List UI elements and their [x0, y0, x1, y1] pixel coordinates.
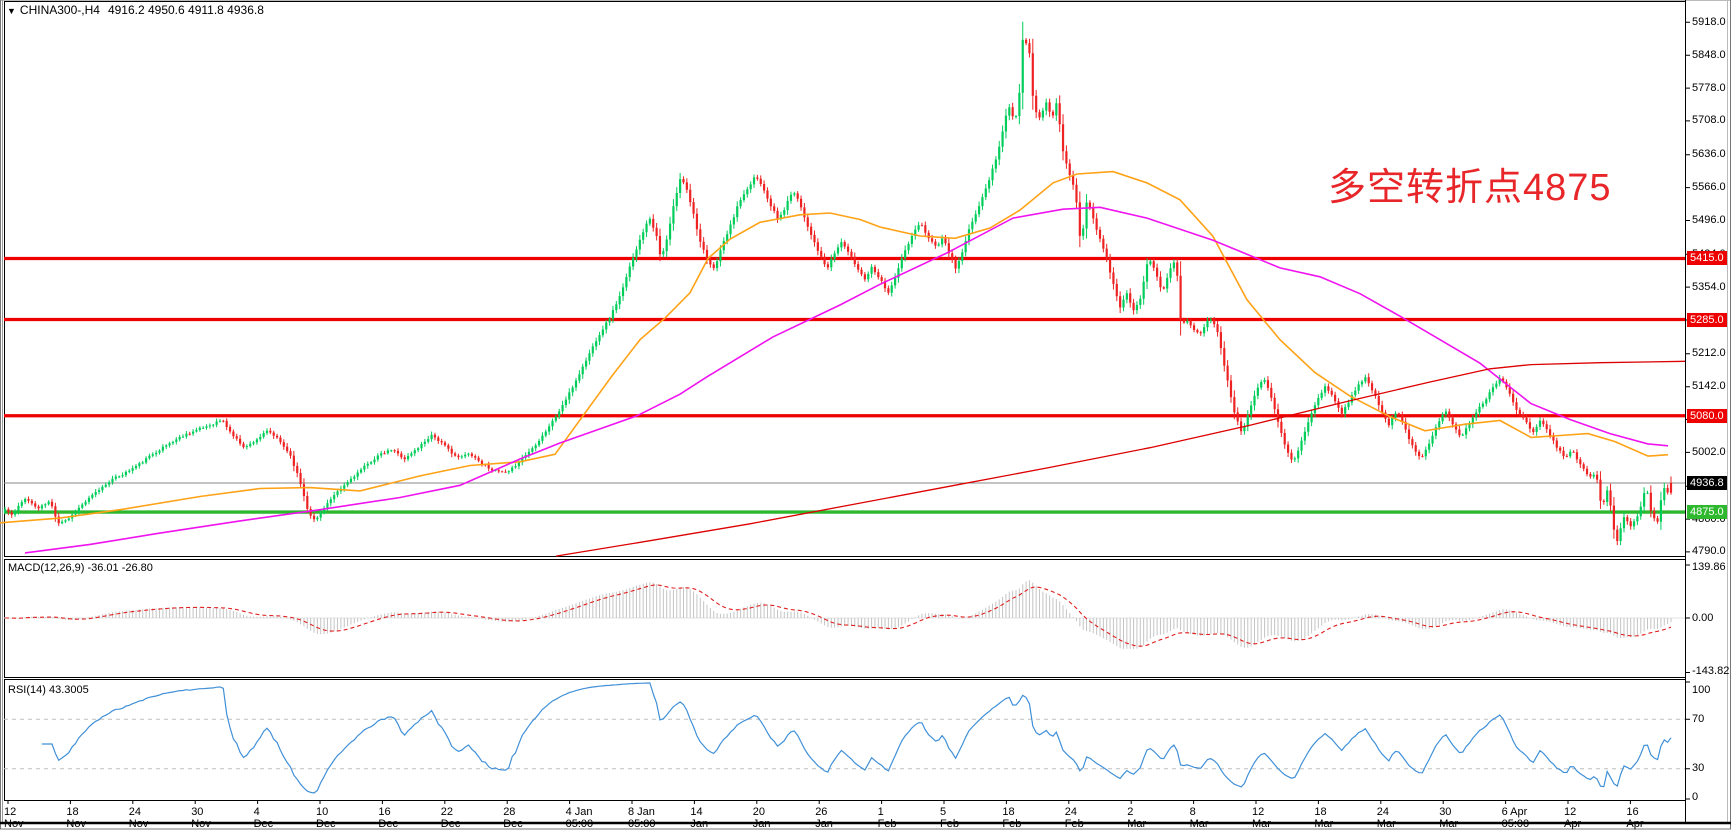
price-tick-label: 4790.0: [1692, 545, 1726, 558]
price-tick-label: 5636.0: [1692, 148, 1726, 161]
price-line-badge: 5285.0: [1687, 312, 1727, 327]
chart-title: ▼ CHINA300-,H4 4916.2 4950.6 4911.8 4936.8: [7, 3, 264, 17]
macd-tick-label: 139.86: [1692, 561, 1726, 573]
ohlc-values: 4916.2 4950.6 4911.8 4936.8: [107, 3, 264, 17]
price-tick-label: 5708.0: [1692, 114, 1726, 127]
time-tick-label: 24 Mar 05:00: [1376, 806, 1396, 830]
time-tick-label: 28 Dec 05:00: [503, 806, 523, 830]
time-tick-label: 20 Jan 05:00: [752, 806, 771, 830]
time-tick-label: 26 Jan 05:00: [815, 806, 833, 830]
rsi-tick-label: 70: [1692, 712, 1705, 725]
slow-ma-line: [555, 360, 1686, 557]
rsi-tick-label: 30: [1692, 762, 1705, 775]
current-price-badge: 4936.8: [1687, 476, 1727, 490]
time-tick-label: 4 Dec 05:00: [253, 806, 274, 830]
annotation-text[interactable]: 多空转折点4875: [1328, 167, 1612, 209]
time-tick-label: 14 Jan 05:00: [690, 806, 709, 830]
time-tick-label: 24 Feb 05:00: [1064, 806, 1084, 830]
time-tick-label: 16 Apr 05:00: [1626, 806, 1644, 830]
macd-tick-label: 0.00: [1692, 611, 1714, 624]
time-tick-label: 18 Nov 05:00: [66, 806, 86, 830]
time-tick-label: 18 Feb 05:00: [1002, 806, 1022, 830]
time-tick-label: 4 Jan 05:00: [565, 806, 594, 830]
price-line-badge: 4875.0: [1687, 505, 1727, 519]
time-tick-label: 30 Nov 05:00: [191, 806, 211, 830]
time-tick-label: 12 Mar 05:00: [1252, 806, 1271, 830]
time-tick-label: 18 Mar 05:00: [1314, 806, 1334, 830]
rsi-indicator-label: RSI(14) 43.3005: [8, 684, 89, 696]
rsi-line: [41, 682, 1672, 794]
macd-signal-line: [5, 584, 1672, 647]
time-tick-label: 30 Mar 05:00: [1439, 806, 1459, 830]
price-line-badge: 5080.0: [1687, 408, 1727, 423]
time-tick-label: 12 Nov 2020: [4, 806, 24, 830]
rsi-tick-label: 0: [1692, 791, 1699, 803]
time-tick-label: 5 Feb 05:00: [940, 806, 959, 830]
macd-indicator-label: MACD(12,26,9) -36.01 -26.80: [8, 562, 153, 574]
time-tick-label: 8 Mar 05:00: [1189, 806, 1209, 830]
price-tick-label: 5142.0: [1692, 380, 1726, 393]
macd-tick-label: -143.82: [1692, 665, 1730, 677]
price-tick-label: 5778.0: [1692, 81, 1726, 94]
time-tick-label: 24 Nov 05:00: [128, 806, 149, 830]
time-tick-label: 22 Dec 05:00: [440, 806, 461, 830]
time-tick-label: 12 Apr 05:00: [1564, 806, 1582, 830]
time-tick-label: 10 Dec 05:00: [316, 806, 336, 830]
price-tick-label: 5566.0: [1692, 181, 1726, 194]
price-tick-label: 5496.0: [1692, 213, 1726, 226]
time-tick-label: 16 Dec 05:00: [378, 806, 398, 830]
price-line-badge: 5415.0: [1687, 251, 1727, 266]
time-tick-label: 2 Mar 05:00: [1127, 806, 1147, 830]
fast-ma-line: [0, 170, 1669, 524]
price-tick-label: 5918.0: [1692, 15, 1726, 28]
price-tick-label: 5002.0: [1692, 445, 1726, 458]
price-tick-label: 5848.0: [1692, 48, 1726, 61]
symbol-timeframe-label: CHINA300-,H4: [19, 3, 100, 17]
rsi-tick-label: 100: [1692, 684, 1711, 696]
mid-ma-line: [24, 206, 1669, 554]
time-tick-label: 6 Apr 05:00: [1501, 806, 1530, 830]
time-tick-label: 8 Jan 05:00: [628, 806, 656, 830]
price-tick-label: 5354.0: [1692, 280, 1726, 293]
price-tick-label: 5212.0: [1692, 347, 1726, 360]
chevron-down-icon[interactable]: ▼: [7, 6, 16, 16]
axis-tick-marks: [7, 21, 1690, 804]
time-tick-label: 1 Feb 05:00: [877, 806, 897, 830]
